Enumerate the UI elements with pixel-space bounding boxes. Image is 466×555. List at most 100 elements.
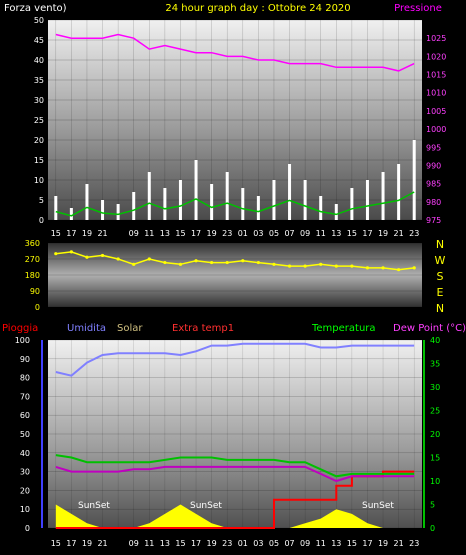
direction-point	[225, 260, 229, 265]
pressure-y-axis: 975 980 985 990 995 1000 1005 1010 1015 1020 1025	[426, 34, 446, 225]
x-tick-label: 05	[269, 229, 279, 238]
temp-x-axis: 15 17 19 21 09 11 13 15 17 19 23 01 03 05 07 09 11 13 15 17…	[51, 539, 420, 548]
direction-line	[55, 251, 415, 271]
pressure-tick-label: 1025	[426, 34, 446, 43]
wind-tick-label: 35	[34, 76, 44, 85]
x-tick-label: 19	[378, 539, 388, 548]
x-tick-label: 13	[160, 229, 170, 238]
direction-point	[116, 257, 120, 261]
x-tick-label: 15	[347, 539, 357, 548]
direction-point	[397, 268, 401, 272]
humidity-tick-label: 50	[20, 430, 30, 439]
direction-point	[287, 264, 292, 268]
x-tick-label: 05	[269, 539, 279, 548]
left-title: Forza vento)	[4, 3, 67, 14]
x-tick-label: 21	[97, 539, 107, 548]
x-tick-label: 19	[378, 229, 388, 238]
legend-solar: Solar	[117, 323, 143, 334]
wind-tick-label: 30	[34, 96, 44, 105]
humidity-tick-label: 60	[20, 411, 30, 420]
x-tick-label: 13	[331, 539, 341, 548]
x-tick-label: 11	[316, 539, 326, 548]
x-tick-label: 23	[409, 229, 419, 238]
x-tick-label: 03	[253, 229, 263, 238]
direction-point	[132, 262, 136, 266]
x-tick-label: 21	[394, 229, 404, 238]
legend-umidita: Umidita	[67, 323, 106, 334]
legend-temperatura: Temperatura	[311, 323, 376, 334]
wind-tick-label: 5	[39, 196, 44, 205]
direction-panel	[48, 243, 422, 307]
compass-label: W	[435, 254, 446, 267]
x-tick-label: 15	[51, 539, 61, 548]
temp-tick-label: 30	[430, 383, 440, 392]
x-tick-label: 17	[362, 229, 372, 238]
x-tick-label: 09	[300, 229, 310, 238]
direction-point	[194, 259, 198, 263]
pressure-tick-label: 1010	[426, 89, 446, 98]
sunset-label-3: SunSet	[362, 501, 394, 511]
direction-point	[241, 259, 245, 263]
legend-extra-temp: Extra temp1	[172, 323, 234, 334]
direction-point	[381, 266, 385, 270]
x-tick-label: 19	[82, 539, 92, 548]
x-tick-label: 03	[253, 539, 263, 548]
pressure-tick-label: 985	[426, 180, 441, 189]
wind-tick-label: 20	[34, 136, 44, 145]
wind-average-line	[55, 191, 415, 217]
direction-point	[85, 255, 89, 259]
direction-point	[319, 262, 323, 266]
x-tick-label: 09	[129, 229, 139, 238]
direction-tick-label: 0	[35, 303, 40, 312]
x-tick-label: 15	[51, 229, 61, 238]
x-tick-label: 23	[409, 539, 419, 548]
x-tick-label: 11	[316, 229, 326, 238]
humidity-tick-label: 40	[20, 449, 30, 458]
x-tick-label: 17	[362, 539, 372, 548]
humidity-tick-label: 0	[25, 524, 30, 533]
pressure-tick-label: 1020	[426, 52, 446, 61]
pressure-tick-label: 1015	[426, 71, 446, 80]
x-tick-label: 17	[66, 539, 76, 548]
humidity-tick-label: 70	[20, 392, 30, 401]
direction-point	[178, 262, 183, 266]
direction-point	[163, 260, 167, 265]
x-tick-label: 19	[207, 229, 217, 238]
x-tick-label: 07	[284, 539, 294, 548]
sunset-label-1: SunSet	[78, 501, 110, 511]
humidity-tick-label: 30	[20, 468, 30, 477]
humidity-tick-label: 100	[15, 336, 30, 345]
direction-tick-label: 90	[30, 287, 40, 296]
compass-label: S	[437, 270, 444, 283]
direction-tick-label: 180	[25, 271, 40, 280]
wind-pressure-panel	[48, 20, 422, 220]
pressure-tick-label: 990	[426, 161, 441, 170]
pressure-tick-label: 995	[426, 143, 441, 152]
direction-point	[69, 250, 73, 254]
temp-tick-label: 20	[430, 430, 440, 439]
humidity-tick-label: 10	[20, 505, 30, 514]
center-title: 24 hour graph day : Ottobre 24 2020	[165, 3, 350, 14]
x-tick-label: 13	[331, 229, 341, 238]
direction-grid	[48, 242, 422, 308]
solar-area	[55, 504, 415, 528]
dew-point-line	[55, 465, 415, 483]
x-tick-label: 17	[66, 229, 76, 238]
x-tick-label: 09	[129, 539, 139, 548]
x-tick-label: 19	[207, 539, 217, 548]
direction-point	[365, 266, 370, 270]
wind-tick-label: 0	[39, 216, 44, 225]
wind-tick-label: 15	[34, 156, 44, 165]
direction-series	[54, 250, 416, 272]
direction-point	[334, 264, 338, 268]
direction-point	[210, 260, 214, 265]
compass-label: N	[436, 302, 444, 315]
x-tick-label: 19	[82, 229, 92, 238]
temp-y-axis: 0 5 10 15 20 25 30 35 40	[430, 336, 440, 533]
x-tick-label: 11	[144, 229, 154, 238]
x-tick-label: 11	[144, 539, 154, 548]
x-tick-label: 21	[394, 539, 404, 548]
wind-y-axis: 0 5 10 15 20 25 30 35 40 45 50	[34, 16, 44, 225]
wind-tick-label: 45	[34, 36, 44, 45]
